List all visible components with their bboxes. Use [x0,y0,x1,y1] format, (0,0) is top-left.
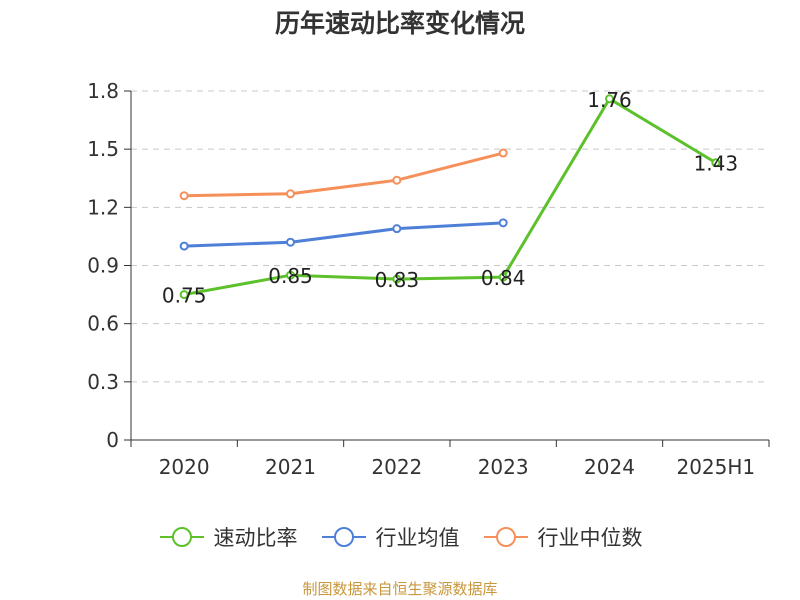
data-label: 1.76 [587,88,632,112]
legend-item[interactable]: 行业中位数 [482,522,643,552]
legend-item[interactable]: 行业均值 [320,522,460,552]
gridlines [131,90,769,383]
data-label: 0.84 [481,266,526,290]
x-tick-label: 2024 [584,455,635,479]
series-line [182,97,718,297]
y-tick-label: 1.2 [87,195,119,219]
chart-title: 历年速动比率变化情况 [274,9,525,38]
x-tick-label: 2025H1 [676,455,755,479]
data-point [179,191,189,201]
legend-item[interactable]: 速动比率 [158,522,298,552]
legend-swatch [159,527,204,547]
data-point [498,218,508,228]
y-tick-label: 1.5 [87,137,119,161]
data-point [179,290,189,300]
series-line [182,151,505,198]
data-labels: 0.75 0.85 0.83 0.84 1.76 1.43 [162,88,738,308]
data-point [286,270,295,280]
data-point [392,274,402,284]
data-point [498,148,508,158]
source-note: 制图数据来自恒生聚源数据库 [302,580,498,598]
data-point [392,224,402,234]
y-tick-label: 0 [106,428,119,452]
data-point [498,272,508,282]
legend-swatch [483,527,528,547]
legend-label: 行业中位数 [537,526,643,550]
legend: 速动比率 行业均值 行业中位数 [0,520,800,554]
series-lines [179,94,721,300]
data-point [286,237,295,247]
x-tick-label: 2023 [478,455,529,479]
data-label: 0.83 [375,268,420,292]
legend-swatch [321,527,366,547]
data-point [711,158,721,168]
data-label: 0.85 [268,264,313,288]
x-tick-label: 2021 [265,455,316,479]
y-tick-label: 0.3 [87,370,119,394]
data-point [286,189,295,199]
legend-label: 行业均值 [375,526,460,550]
data-point [605,94,614,104]
x-tick-label: 2020 [159,455,210,479]
y-tick-label: 0.6 [87,312,119,336]
legend-label: 速动比率 [213,526,298,550]
y-tick-label: 1.8 [87,79,119,103]
data-label: 0.75 [162,284,207,308]
x-tick-label: 2022 [371,455,422,479]
y-tick-label: 0.9 [87,254,119,278]
data-point [392,175,402,185]
data-label: 1.43 [694,152,739,176]
data-point [179,241,189,251]
series-line [182,221,505,248]
axes: 0 0.3 0.6 0.9 1.2 1.5 1.8 2020 2021 2022 2023 2024 2… [87,79,770,479]
